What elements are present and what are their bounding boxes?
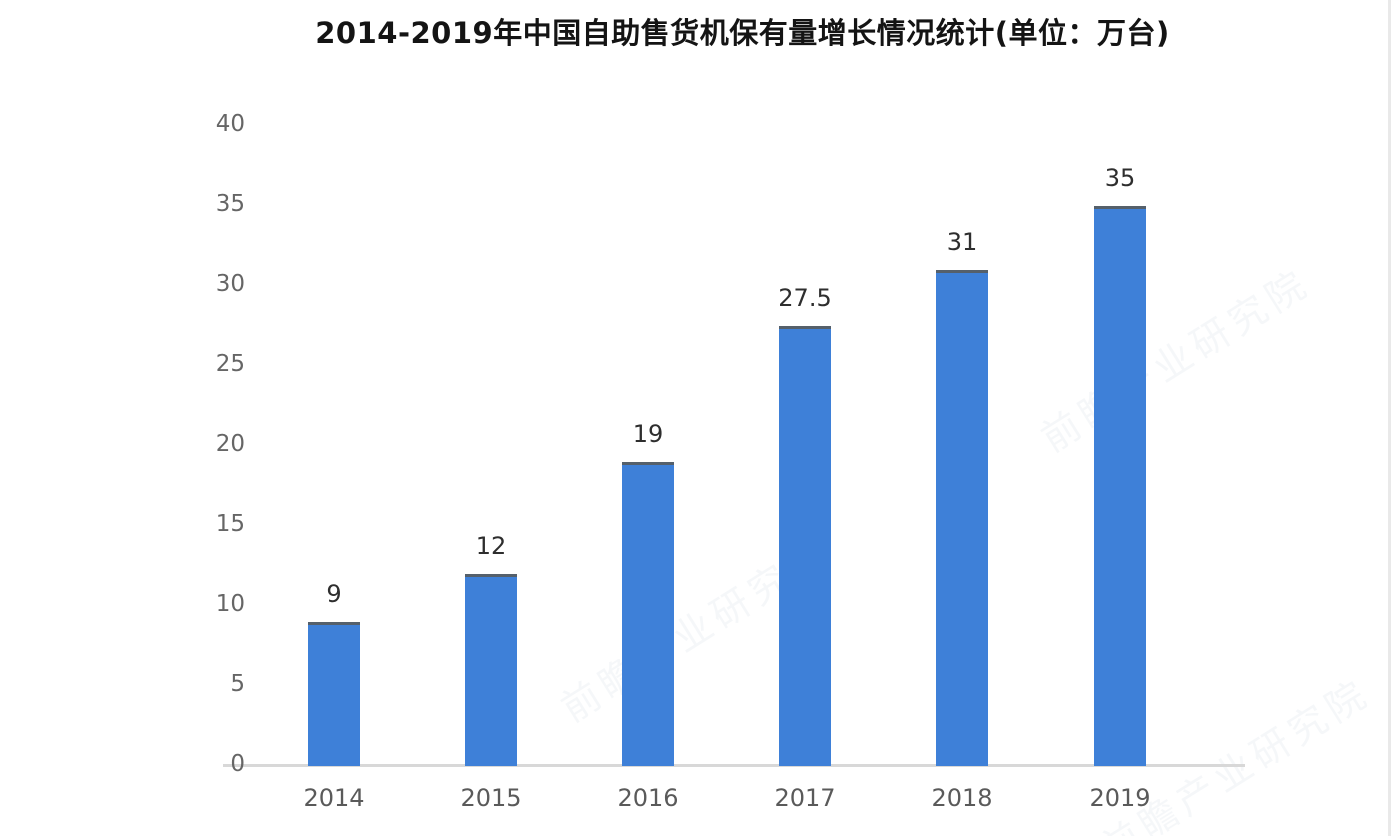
y-axis-tick-label-30: 30 — [215, 271, 245, 297]
bar-2015 — [465, 574, 517, 766]
bar-2019 — [1094, 206, 1146, 766]
y-axis-tick-label-40: 40 — [215, 111, 245, 137]
value-label-2018: 31 — [946, 228, 978, 256]
value-label-2014: 9 — [326, 580, 342, 608]
x-axis-tick-label-2015: 2015 — [460, 784, 522, 812]
x-axis-tick-label-2017: 2017 — [774, 784, 836, 812]
watermark-text: 前瞻产业研究院 — [1033, 260, 1319, 461]
bar-2016 — [622, 462, 674, 766]
x-axis-line — [223, 764, 1245, 767]
bar-2014 — [308, 622, 360, 766]
x-axis-tick-label-2019: 2019 — [1089, 784, 1151, 812]
y-axis-tick-label-20: 20 — [215, 431, 245, 457]
bar-2018 — [936, 270, 988, 766]
image-right-edge-line — [1388, 0, 1391, 836]
y-axis-tick-label-35: 35 — [215, 191, 245, 217]
y-axis-tick-label-10: 10 — [215, 591, 245, 617]
bar-2017 — [779, 326, 831, 766]
y-axis-tick-label-25: 25 — [215, 351, 245, 377]
y-axis-tick-label-5: 5 — [230, 671, 245, 697]
x-axis-tick-label-2014: 2014 — [303, 784, 365, 812]
chart-title: 2014-2019年中国自助售货机保有量增长情况统计(单位：万台) — [315, 16, 1170, 50]
x-axis-tick-label-2018: 2018 — [931, 784, 993, 812]
value-label-2017: 27.5 — [778, 284, 832, 312]
y-axis-tick-label-15: 15 — [215, 511, 245, 537]
value-label-2016: 19 — [632, 420, 664, 448]
value-label-2015: 12 — [475, 532, 507, 560]
x-axis-tick-label-2016: 2016 — [617, 784, 679, 812]
value-label-2019: 35 — [1104, 164, 1136, 192]
y-axis-tick-label-0: 0 — [230, 751, 245, 777]
